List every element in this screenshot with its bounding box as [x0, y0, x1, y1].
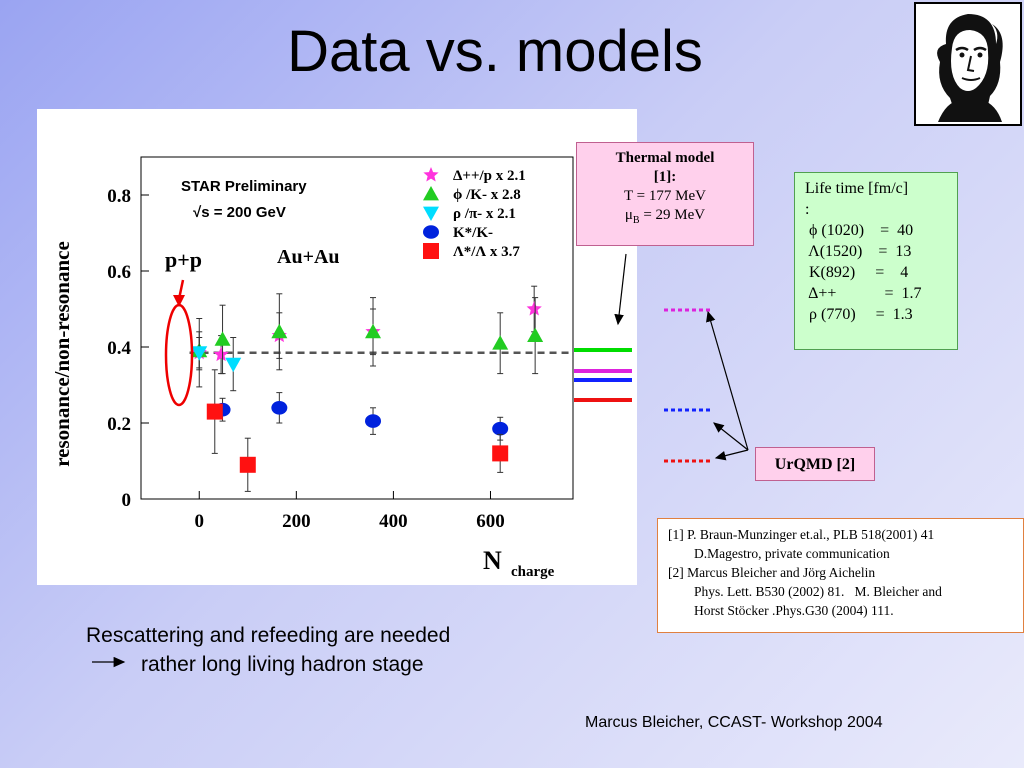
legend-entry: K*/K- [453, 225, 493, 241]
thermal-ref: [1]: [653, 169, 677, 185]
x-tick-label: 0 [194, 511, 204, 532]
legend-entry: ρ /π- x 2.1 [453, 206, 516, 222]
data-point [365, 323, 382, 339]
ref2-line2: Phys. Lett. B530 (2002) 81. M. Bleicher … [694, 584, 942, 599]
data-point [526, 301, 542, 316]
energy-label: √s = 200 GeV [193, 204, 286, 221]
legend-entry: ϕ /K- x 2.8 [453, 187, 521, 203]
y-tick-label: 0.8 [107, 186, 131, 207]
thermal-mu: μB = 29 MeV [624, 207, 706, 226]
lifetime-header: Life time [fm/c] [805, 180, 909, 197]
plot-panel: 0 0.2 0.4 0.6 0.8 0 200 400 600 STAR Preliminar… [37, 109, 637, 585]
legend-marker [423, 167, 439, 182]
conclusion-line1: Rescattering and refeeding are needed [86, 624, 451, 647]
data-point [492, 421, 509, 436]
auau-label: Au+Au [277, 246, 340, 268]
lifetime-row-kstar: K(892) = 4 [805, 264, 909, 281]
lifetime-row-rho: ρ (770) = 1.3 [805, 306, 913, 323]
lifetime-box: Life time [fm/c] : ϕ (1020) = 40 Λ(1520)… [794, 172, 958, 350]
lifetime-row-lambda: Λ(1520) = 13 [805, 243, 912, 260]
legend-marker [423, 186, 439, 201]
portrait-drawing [937, 14, 1003, 122]
x-tick-label: 200 [282, 511, 311, 532]
legend-marker [423, 243, 439, 259]
urqmd-arrow-magenta [706, 310, 749, 451]
ref1-line2: D.Magestro, private communication [694, 546, 890, 561]
ref2-line3: Horst Stöcker .Phys.G30 (2004) 111. [694, 603, 894, 618]
portrait-logo [914, 2, 1022, 126]
y-axis-label: resonance/non-resonance [50, 241, 74, 467]
footer: Marcus Bleicher, CCAST- Workshop 2004 [585, 714, 883, 731]
urqmd-arrow-blue [713, 422, 749, 451]
legend-marker [423, 225, 439, 239]
data-point [239, 456, 256, 473]
x-tick-label: 400 [379, 511, 408, 532]
thermal-temperature: T = 177 MeV [624, 188, 706, 204]
y-tick-label: 0.4 [107, 338, 131, 359]
ref1-line1: [1] P. Braun-Munzinger et.al., PLB 518(2… [668, 527, 935, 542]
y-tick-label: 0.6 [107, 262, 131, 283]
data-point [271, 323, 288, 339]
data-point [191, 346, 208, 361]
data-point [492, 445, 509, 462]
legend-entry: Λ*/Λ x 3.7 [453, 244, 520, 260]
data-point [527, 327, 544, 342]
urqmd-arrow-red [714, 449, 749, 461]
lifetime-row-delta: Δ++ = 1.7 [805, 285, 922, 302]
references-box: [1] P. Braun-Munzinger et.al., PLB 518(2… [657, 518, 1024, 633]
ref2-line1: [2] Marcus Bleicher and Jörg Aichelin [668, 565, 876, 580]
thermal-title: Thermal model [615, 150, 715, 166]
y-tick-label: 0.2 [107, 414, 131, 435]
plot-frame [140, 156, 574, 500]
data-point [271, 401, 288, 415]
urqmd-box: UrQMD [2] [755, 447, 875, 481]
thermal-model-box: Thermal model [1]: T = 177 MeV μB = 29 M… [576, 142, 754, 246]
pp-arrow-head [173, 295, 185, 307]
x-axis-label: N [483, 546, 502, 575]
legend-marker [423, 206, 439, 221]
conclusion-line2: rather long living hadron stage [141, 653, 424, 676]
x-tick-label: 600 [476, 511, 505, 532]
conclusion-text: Rescattering and refeeding are needed ra… [86, 621, 450, 679]
lifetime-colon: : [805, 201, 810, 218]
y-tick-label: 0 [122, 490, 132, 511]
slide-title: Data vs. models [287, 19, 703, 84]
legend-entry: Δ++/p x 2.1 [453, 168, 526, 184]
pp-label: p+p [165, 247, 202, 272]
data-point [225, 357, 242, 373]
data-point [213, 346, 229, 362]
data-point [365, 414, 382, 428]
lifetime-row-phi: ϕ (1020) = 40 [805, 222, 914, 239]
resonance-chart: 0 0.2 0.4 0.6 0.8 0 200 400 600 STAR Preliminar… [50, 156, 574, 580]
star-preliminary-label: STAR Preliminary [181, 178, 307, 195]
x-axis-label-sub: charge [511, 564, 555, 580]
data-point [214, 331, 231, 346]
data-point [206, 403, 223, 420]
data-point [492, 335, 509, 350]
